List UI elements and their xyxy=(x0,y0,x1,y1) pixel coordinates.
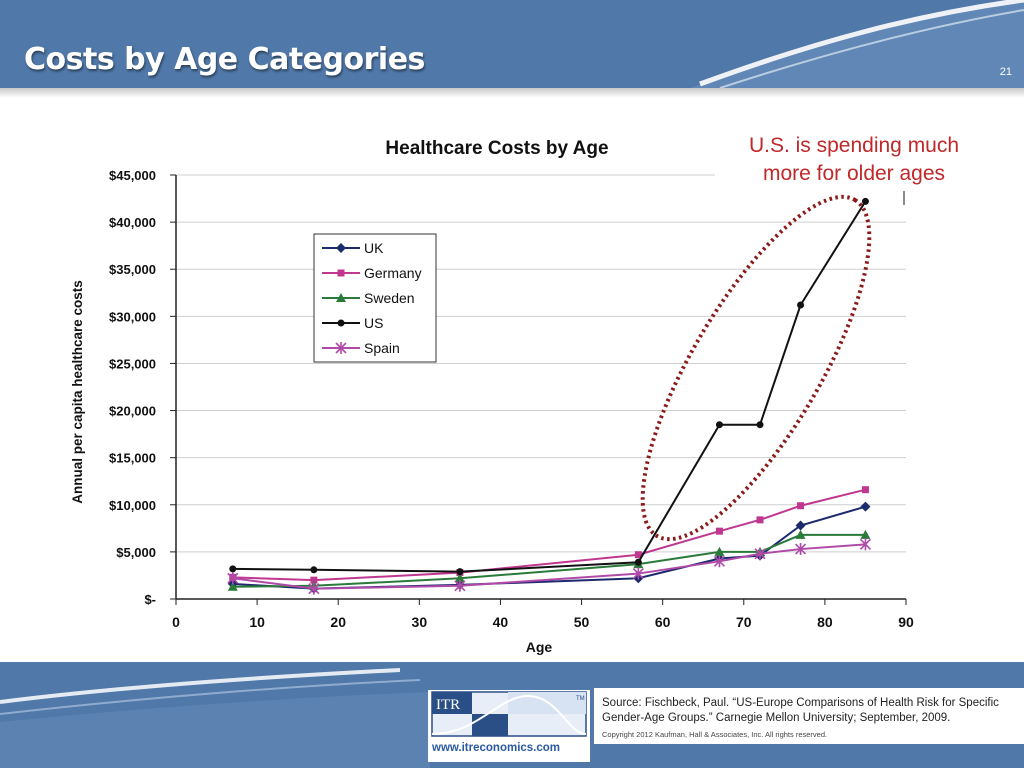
data-point-germany xyxy=(634,551,642,559)
y-tick-label: $5,000 xyxy=(116,545,156,560)
data-point-us xyxy=(229,565,237,573)
data-point-us xyxy=(634,558,642,566)
x-tick-label: 90 xyxy=(898,614,914,630)
data-point-spain xyxy=(454,579,466,592)
series-line-us xyxy=(232,200,867,573)
data-point-spain xyxy=(859,538,872,551)
data-point-us xyxy=(861,197,869,205)
data-point-germany xyxy=(797,502,805,510)
itr-logo-text: ITR xyxy=(436,697,460,713)
itr-logo-mark: ITR TM xyxy=(431,691,587,737)
data-point-germany xyxy=(715,527,723,535)
legend-marker-spain xyxy=(335,342,347,354)
data-point-germany xyxy=(310,576,318,584)
y-axis-label: Annual per capita healthcare costs xyxy=(70,280,85,504)
highlight-ellipse xyxy=(640,194,872,542)
y-tick-label: $10,000 xyxy=(109,498,156,513)
series-spain xyxy=(227,538,872,595)
y-tick-label: $40,000 xyxy=(109,215,156,230)
slide-header: Costs by Age Categories 21 xyxy=(0,0,1024,88)
data-point-spain xyxy=(794,543,807,556)
y-tick-label: $30,000 xyxy=(109,309,156,324)
header-shadow xyxy=(0,88,1024,98)
y-tick-label: $20,000 xyxy=(109,404,156,419)
data-point-us xyxy=(456,568,464,576)
data-point-spain xyxy=(754,547,766,560)
x-tick-label: 50 xyxy=(574,614,590,630)
data-point-sweden xyxy=(795,529,806,539)
source-citation: Source: Fischbeck, Paul. “US-Europe Comp… xyxy=(594,688,1024,744)
data-point-spain xyxy=(227,572,239,585)
data-point-us xyxy=(756,421,764,429)
slide-title: Costs by Age Categories xyxy=(24,42,425,77)
annotation-line-1: U.S. is spending much xyxy=(749,134,959,157)
legend-label-uk: UK xyxy=(364,240,384,256)
header-swoosh xyxy=(690,0,1024,88)
x-tick-labels: 0 10 20 30 40 50 60 70 80 90 xyxy=(172,599,914,630)
data-point-sweden xyxy=(714,546,725,556)
series-us xyxy=(229,197,869,576)
legend-label-spain: Spain xyxy=(364,340,400,356)
data-point-us xyxy=(797,301,805,309)
x-axis-label: Age xyxy=(526,639,553,655)
trademark-mark: TM xyxy=(576,696,585,702)
series-line-germany xyxy=(232,488,866,582)
legend-marker-sweden xyxy=(336,293,346,302)
x-tick-label: 80 xyxy=(817,614,833,630)
x-tick-label: 60 xyxy=(655,614,671,630)
chart: $- $5,000 $10,000 $15,000 $20,000 $25,000 $30,… xyxy=(70,134,959,655)
website-url[interactable]: www.itreconomics.com xyxy=(432,742,561,754)
y-tick-labels: $- $5,000 $10,000 $15,000 $20,000 $25,000 $30,… xyxy=(109,168,176,607)
data-point-spain xyxy=(632,567,644,580)
data-point-uk xyxy=(860,501,871,512)
itr-logo: ITR TM www.itreconomics.com xyxy=(428,690,590,762)
annotation-line-2: more for older ages xyxy=(763,162,945,185)
series-line-spain xyxy=(232,543,866,590)
data-point-germany xyxy=(861,486,869,494)
y-tick-label: $- xyxy=(144,592,156,607)
data-point-us xyxy=(715,421,723,429)
x-tick-label: 0 xyxy=(172,614,180,630)
data-point-spain xyxy=(713,555,726,568)
data-point-sweden xyxy=(227,581,238,591)
series-sweden xyxy=(227,529,871,591)
y-tick-label: $15,000 xyxy=(109,451,156,466)
data-point-uk xyxy=(795,520,806,531)
y-tick-label: $45,000 xyxy=(109,168,156,183)
data-point-germany xyxy=(756,516,764,524)
legend-label-germany: Germany xyxy=(364,265,422,281)
legend-marker-uk xyxy=(336,243,346,253)
y-tick-label: $25,000 xyxy=(109,356,156,371)
chart-title: Healthcare Costs by Age xyxy=(385,138,608,159)
x-tick-label: 30 xyxy=(412,614,428,630)
x-tick-label: 10 xyxy=(249,614,265,630)
data-point-us xyxy=(310,566,318,574)
chart-legend: UK Germany Sweden US Spain xyxy=(313,233,437,363)
x-tick-label: 20 xyxy=(330,614,346,630)
series-line-sweden xyxy=(232,533,866,588)
footer-swoosh xyxy=(0,668,430,768)
legend-marker-us xyxy=(337,319,345,327)
data-point-sweden xyxy=(860,529,871,539)
legend-marker-germany xyxy=(337,269,345,277)
x-tick-label: 40 xyxy=(493,614,509,630)
copyright-text: Copyright 2012 Kaufman, Hall & Associate… xyxy=(602,730,828,739)
y-tick-label: $35,000 xyxy=(109,262,156,277)
data-point-sweden xyxy=(454,573,465,583)
chart-series xyxy=(227,197,872,595)
x-tick-label: 70 xyxy=(736,614,752,630)
legend-label-us: US xyxy=(364,315,383,331)
legend-label-sweden: Sweden xyxy=(364,290,415,306)
data-point-spain xyxy=(308,582,320,595)
source-text: Source: Fischbeck, Paul. “US-Europe Comp… xyxy=(602,697,999,724)
chart-gridlines xyxy=(176,174,906,553)
slide-number: 21 xyxy=(999,66,1012,78)
